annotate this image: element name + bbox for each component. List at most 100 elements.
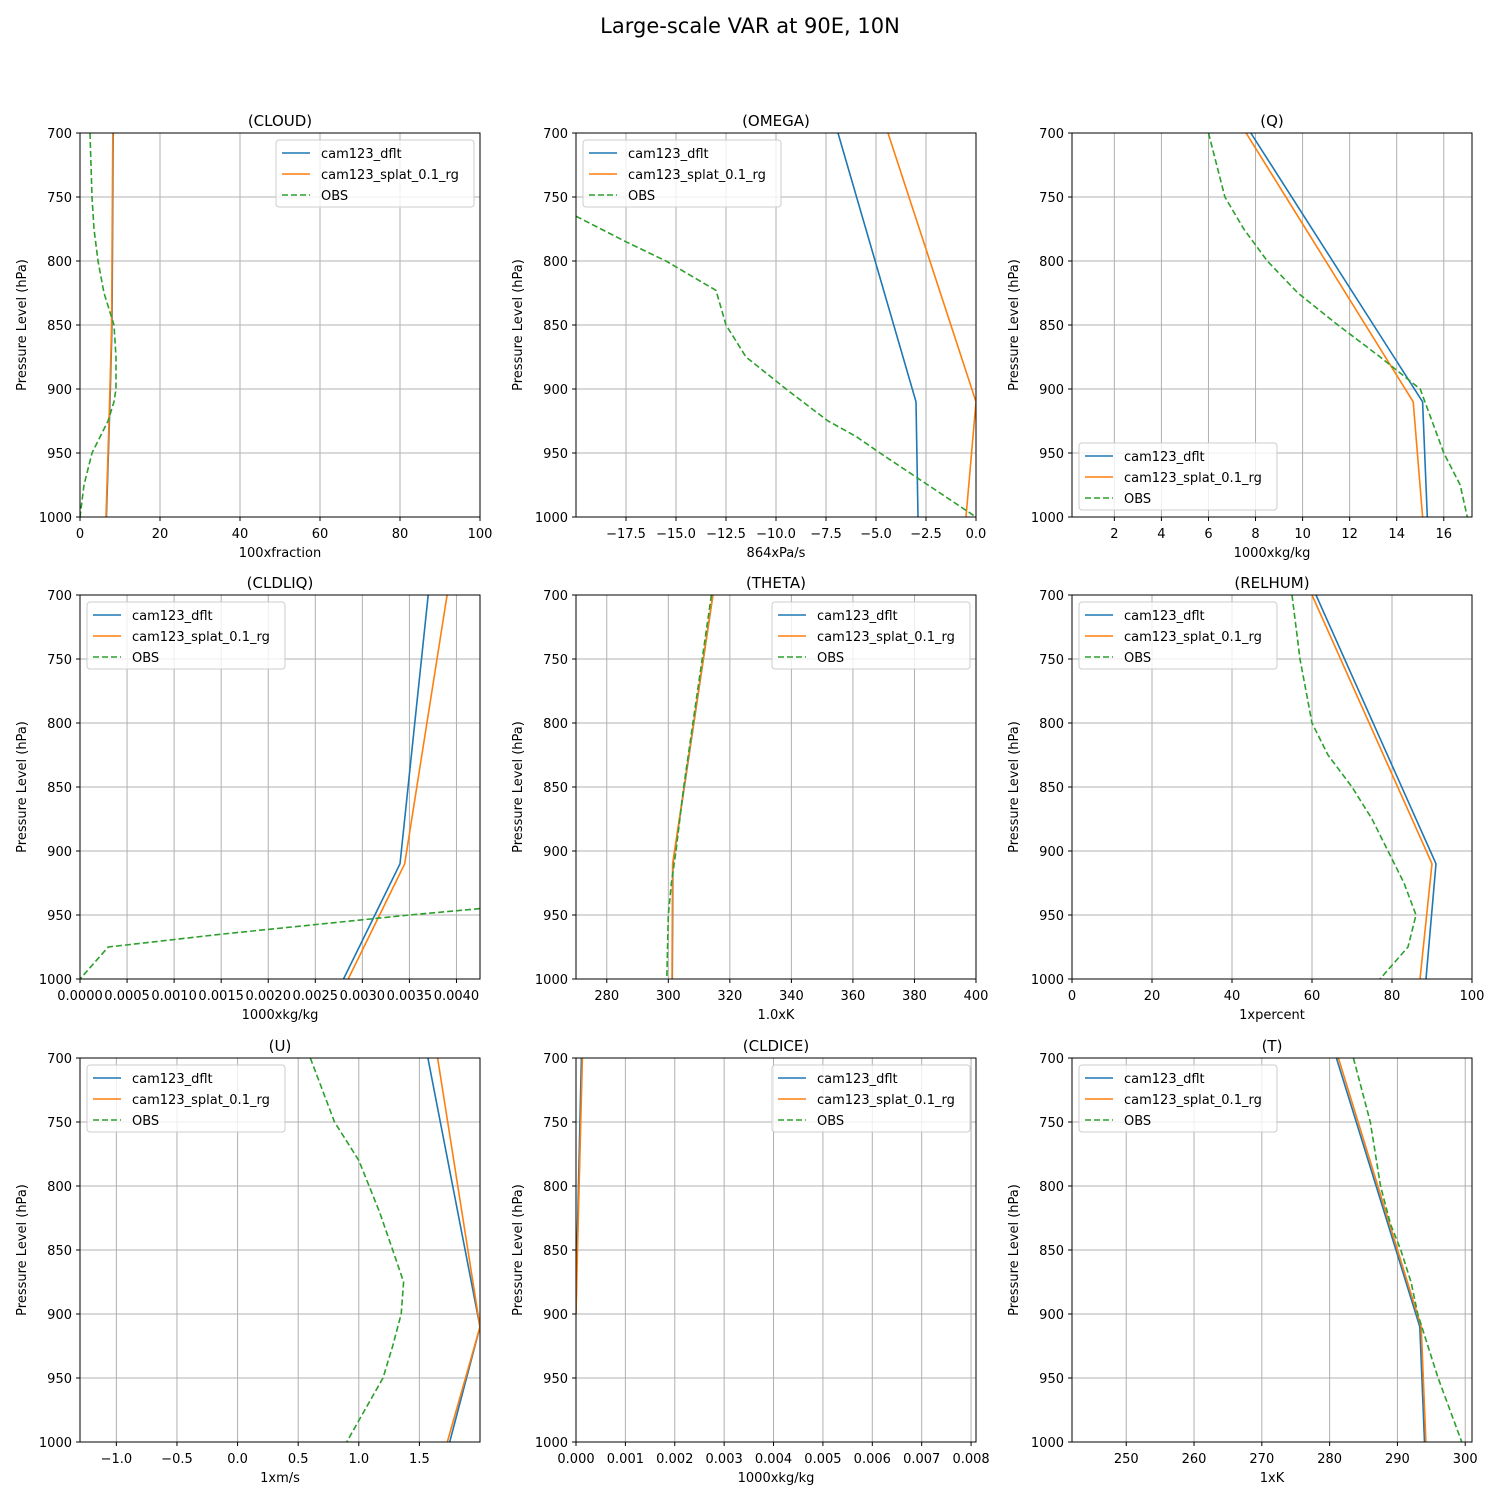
- series-line-obs: [309, 1058, 405, 1442]
- x-tick-label: 0: [1068, 989, 1076, 1004]
- y-tick-label: 700: [47, 589, 72, 604]
- legend-label: cam123_splat_0.1_rg: [1124, 1093, 1262, 1108]
- y-tick-label: 850: [47, 319, 72, 334]
- x-tick-label: 280: [594, 989, 619, 1004]
- x-tick-label: 400: [964, 989, 989, 1004]
- y-tick-label: 800: [543, 255, 568, 270]
- series-line-cam123-dflt: [427, 1058, 480, 1442]
- axes-frame: [79, 132, 481, 518]
- x-tick-label: 0.002: [656, 1452, 693, 1467]
- y-axis-label: Pressure Level (hPa): [511, 259, 526, 391]
- x-tick-label: 360: [841, 989, 866, 1004]
- y-tick-label: 1000: [1031, 973, 1064, 988]
- x-tick-label: 0.005: [804, 1452, 841, 1467]
- subplot-title: (RELHUM): [1234, 574, 1309, 592]
- legend: cam123_dflt cam123_splat_0.1_rg OBS: [275, 139, 475, 208]
- subplot-title: (OMEGA): [742, 112, 810, 130]
- legend-label: OBS: [1124, 492, 1151, 507]
- x-tick-label: 380: [902, 989, 927, 1004]
- y-tick-label: 700: [543, 1052, 568, 1067]
- x-tick-label: 320: [717, 989, 742, 1004]
- x-tick-label: 20: [152, 527, 169, 542]
- x-tick-label: 12: [1341, 527, 1358, 542]
- y-tick-label: 900: [1039, 845, 1064, 860]
- legend: cam123_dflt cam123_splat_0.1_rg OBS: [86, 601, 286, 670]
- x-tick-label: −15.0: [656, 527, 696, 542]
- x-axis-label: 1.0xK: [758, 1008, 795, 1023]
- legend-label: cam123_dflt: [321, 147, 402, 162]
- legend-label: cam123_dflt: [628, 147, 709, 162]
- x-tick-label: 340: [779, 989, 804, 1004]
- legend-label: cam123_splat_0.1_rg: [628, 168, 766, 183]
- y-tick-label: 750: [47, 191, 72, 206]
- y-tick-label: 950: [1039, 447, 1064, 462]
- x-tick-label: 1.0: [348, 1452, 369, 1467]
- x-tick-label: 0.0000: [57, 989, 103, 1004]
- y-tick-label: 850: [1039, 1244, 1064, 1259]
- y-tick-label: 900: [47, 1308, 72, 1323]
- legend-box: [1078, 1064, 1278, 1133]
- legend-label: OBS: [132, 651, 159, 666]
- x-tick-label: 0.0020: [245, 989, 291, 1004]
- y-axis-label: Pressure Level (hPa): [15, 259, 30, 391]
- x-tick-label: −0.5: [161, 1452, 193, 1467]
- subplot-cldice: 0.000 0.001 0.002 0.003 0.004 0.005 0.006 0.007…: [511, 1037, 990, 1486]
- series-line-cam123-dflt: [342, 595, 429, 979]
- x-tick-label: 0.004: [755, 1452, 792, 1467]
- y-tick-label: 800: [543, 717, 568, 732]
- series-line-cam123-splat-0-1-rg: [887, 133, 976, 517]
- y-tick-label: 700: [1039, 1052, 1064, 1067]
- y-tick-label: 950: [47, 909, 72, 924]
- y-tick-label: 800: [1039, 717, 1064, 732]
- legend-label: cam123_dflt: [817, 609, 898, 624]
- y-tick-label: 850: [543, 1244, 568, 1259]
- figure-title: Large-scale VAR at 90E, 10N: [600, 14, 900, 38]
- series-line-cam123-splat-0-1-rg: [671, 595, 714, 979]
- x-tick-label: 0.007: [903, 1452, 940, 1467]
- x-tick-label: 0.0025: [293, 989, 339, 1004]
- y-tick-label: 900: [543, 1308, 568, 1323]
- y-tick-label: 750: [47, 653, 72, 668]
- axes-frame: [575, 594, 977, 980]
- legend-label: OBS: [628, 189, 655, 204]
- y-tick-label: 750: [543, 1116, 568, 1131]
- y-axis-label: Pressure Level (hPa): [511, 721, 526, 853]
- x-tick-label: 0.0010: [151, 989, 197, 1004]
- x-tick-label: −1.0: [101, 1452, 133, 1467]
- series-line-cam123-splat-0-1-rg: [105, 133, 114, 517]
- series-line-obs: [666, 595, 713, 979]
- y-tick-label: 700: [543, 127, 568, 142]
- x-tick-label: 80: [1384, 989, 1401, 1004]
- x-tick-label: −12.5: [706, 527, 746, 542]
- x-tick-label: 300: [1453, 1452, 1478, 1467]
- y-tick-label: 850: [47, 781, 72, 796]
- series-line-cam123-splat-0-1-rg: [1245, 133, 1424, 517]
- x-tick-label: 40: [232, 527, 249, 542]
- x-tick-label: 8: [1251, 527, 1259, 542]
- x-tick-label: 60: [312, 527, 329, 542]
- subplot-t: 250 260 270 280 290 300 700 750 800 850 900 950 1000…: [1007, 1037, 1478, 1486]
- series-line-obs: [576, 215, 976, 517]
- y-tick-label: 750: [543, 653, 568, 668]
- subplot-cloud: 0 20 40 60 80 100 700 750 800 850 900 950 1000 (CLOUD…: [15, 112, 492, 561]
- axes-frame: [1071, 132, 1473, 518]
- x-tick-label: −5.0: [860, 527, 892, 542]
- legend-label: OBS: [1124, 651, 1151, 666]
- y-tick-label: 950: [47, 447, 72, 462]
- x-tick-label: 0.006: [854, 1452, 891, 1467]
- y-tick-label: 950: [543, 447, 568, 462]
- series-line-cam123-dflt: [1315, 595, 1437, 979]
- x-tick-label: 14: [1388, 527, 1405, 542]
- legend: cam123_dflt cam123_splat_0.1_rg OBS: [1078, 442, 1278, 511]
- y-axis-label: Pressure Level (hPa): [1007, 1184, 1022, 1316]
- y-axis-label: Pressure Level (hPa): [1007, 721, 1022, 853]
- y-tick-label: 950: [47, 1372, 72, 1387]
- x-tick-label: 1.5: [409, 1452, 430, 1467]
- y-tick-label: 700: [47, 1052, 72, 1067]
- y-tick-label: 1000: [1031, 1436, 1064, 1451]
- legend-box: [771, 601, 971, 670]
- series-line-cam123-splat-0-1-rg: [347, 595, 448, 979]
- subplot-title: (Q): [1260, 112, 1284, 130]
- y-tick-label: 950: [1039, 1372, 1064, 1387]
